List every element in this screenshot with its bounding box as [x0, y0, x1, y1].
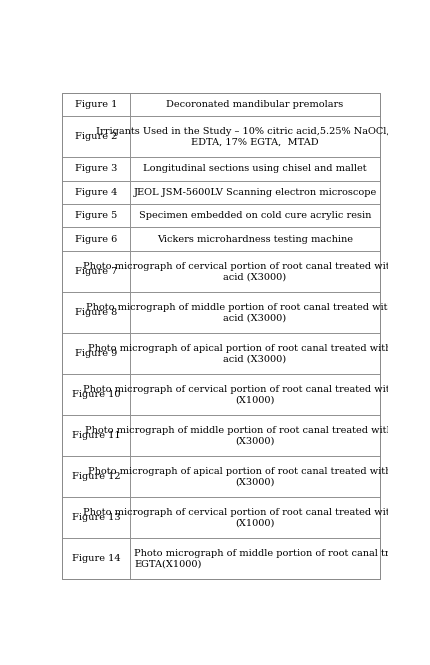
Text: Vickers microhardness testing machine: Vickers microhardness testing machine	[157, 235, 352, 243]
Bar	[130, 251, 379, 292]
Text: Figure 10: Figure 10	[72, 390, 120, 399]
Bar	[62, 116, 130, 157]
Bar	[62, 538, 130, 579]
Bar	[62, 157, 130, 180]
Bar	[130, 116, 379, 157]
Text: Irrigants Used in the Study – 10% citric acid,5.25% NaOCl, 17%
EDTA, 17% EGTA,  : Irrigants Used in the Study – 10% citric…	[95, 127, 413, 146]
Text: Figure 7: Figure 7	[75, 267, 117, 276]
Bar	[130, 92, 379, 116]
Text: Figure 5: Figure 5	[75, 211, 117, 220]
Text: Photo micrograph of cervical portion of root canal treated with EDTA
(X1000): Photo micrograph of cervical portion of …	[83, 385, 426, 404]
Bar	[62, 333, 130, 374]
Bar	[62, 292, 130, 333]
Bar	[62, 92, 130, 116]
Bar	[130, 497, 379, 538]
Bar	[62, 251, 130, 292]
Text: Figure 4: Figure 4	[75, 188, 117, 197]
Bar	[62, 227, 130, 251]
Text: Photo micrograph of middle portion of root canal treated with Citric
acid (X3000: Photo micrograph of middle portion of ro…	[86, 303, 423, 322]
Text: Figure 14: Figure 14	[72, 554, 120, 563]
Text: Figure 6: Figure 6	[75, 235, 117, 243]
Text: JEOL JSM-5600LV Scanning electron microscope: JEOL JSM-5600LV Scanning electron micros…	[133, 188, 376, 197]
Text: Photo micrograph of apical portion of root canal treated with Citric
acid (X3000: Photo micrograph of apical portion of ro…	[88, 344, 421, 363]
Text: Figure 11: Figure 11	[72, 431, 120, 440]
Text: Figure 12: Figure 12	[72, 472, 120, 481]
Bar	[130, 204, 379, 227]
Bar	[130, 292, 379, 333]
Text: Decoronated mandibular premolars: Decoronated mandibular premolars	[166, 100, 343, 109]
Bar	[130, 180, 379, 204]
Text: Figure 3: Figure 3	[75, 164, 117, 174]
Text: Photo micrograph of middle portion of root canal treated with EDTA
(X3000): Photo micrograph of middle portion of ro…	[85, 426, 424, 445]
Text: Photo micrograph of cervical portion of root canal treated with EGTA
(X1000): Photo micrograph of cervical portion of …	[83, 508, 426, 527]
Bar	[62, 497, 130, 538]
Text: Figure 8: Figure 8	[75, 308, 117, 317]
Bar	[130, 227, 379, 251]
Bar	[62, 180, 130, 204]
Bar	[130, 333, 379, 374]
Bar	[130, 538, 379, 579]
Text: Figure 1: Figure 1	[75, 100, 117, 109]
Bar	[62, 204, 130, 227]
Text: Figure 2: Figure 2	[75, 132, 117, 141]
Bar	[130, 157, 379, 180]
Text: Specimen embedded on cold cure acrylic resin: Specimen embedded on cold cure acrylic r…	[138, 211, 370, 220]
Bar	[62, 374, 130, 415]
Bar	[62, 456, 130, 497]
Text: Figure 9: Figure 9	[75, 349, 117, 358]
Text: Longitudinal sections using chisel and mallet: Longitudinal sections using chisel and m…	[143, 164, 366, 174]
Text: Figure 13: Figure 13	[72, 513, 120, 522]
Text: Photo micrograph of apical portion of root canal treated with EDTA
(X3000): Photo micrograph of apical portion of ro…	[87, 467, 421, 486]
Text: Photo micrograph of middle portion of root canal treated with
EGTA(X1000): Photo micrograph of middle portion of ro…	[134, 549, 430, 568]
Bar	[130, 456, 379, 497]
Bar	[130, 374, 379, 415]
Bar	[130, 415, 379, 456]
Text: Photo micrograph of cervical portion of root canal treated with Citric
acid (X30: Photo micrograph of cervical portion of …	[83, 261, 426, 281]
Bar	[62, 415, 130, 456]
